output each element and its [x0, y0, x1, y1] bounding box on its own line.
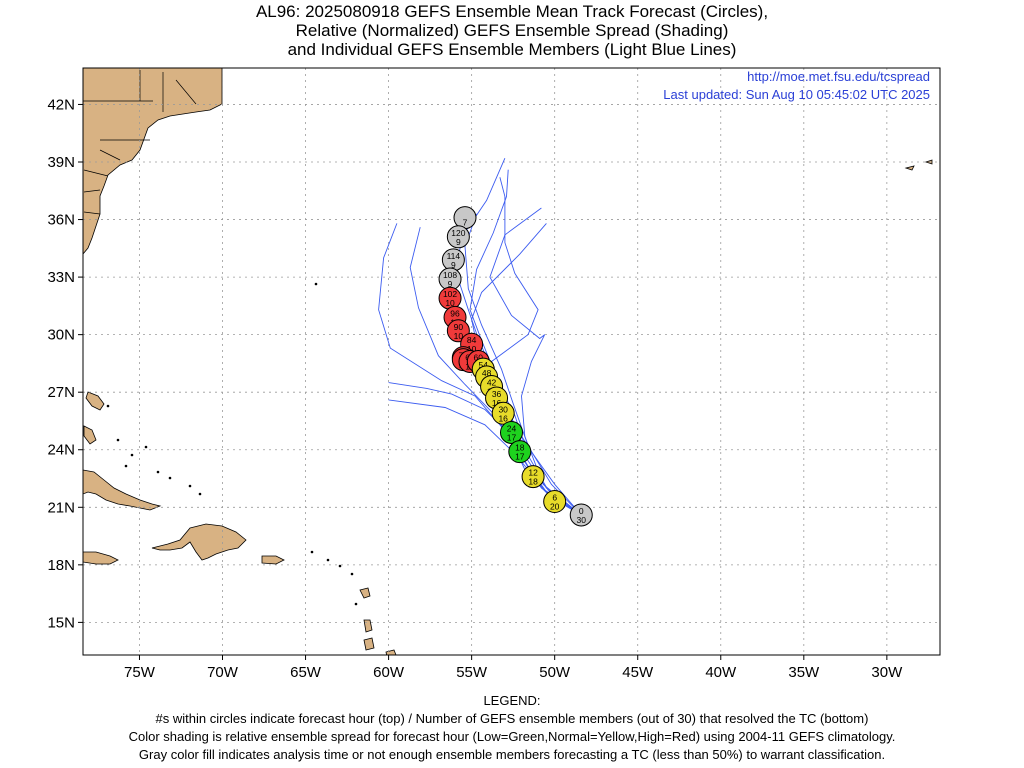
lat-tick-label: 18N [47, 557, 75, 574]
chart-title-line-2: Relative (Normalized) GEFS Ensemble Spre… [295, 21, 729, 40]
lesser-antilles-c [363, 637, 375, 651]
forecast-hour-label: 60 [474, 353, 484, 363]
lat-tick-label: 30N [47, 327, 75, 344]
ensemble-member-line [481, 177, 582, 516]
member-count-label: 9 [448, 279, 453, 289]
track-point: 7 [453, 206, 477, 230]
lat-tick-label: 24N [47, 442, 75, 459]
cuba-land [83, 469, 162, 511]
track-point: 620 [543, 490, 567, 514]
forecast-hour-label: 90 [454, 322, 464, 332]
chart-title-line-3: and Individual GEFS Ensemble Members (Li… [287, 40, 737, 59]
plot-frame [82, 67, 941, 656]
member-count-label: 10 [454, 331, 464, 341]
forecast-hour-label: 114 [447, 251, 461, 261]
hispaniola-land [151, 523, 247, 561]
member-count-label: 30 [577, 515, 587, 525]
lat-tick-label: 27N [47, 384, 75, 401]
track-circle [491, 401, 515, 425]
forecast-hour-label: 48 [482, 368, 492, 378]
lon-tick-label: 60W [373, 664, 405, 681]
forecast-hour-label: 24 [507, 423, 517, 433]
member-count-label: 20 [550, 502, 560, 512]
forecast-hour-label: 96 [450, 308, 460, 318]
lon-tick-label: 35W [788, 664, 820, 681]
forecast-hour-label: 12 [528, 468, 538, 478]
member-count-label: 9 [451, 260, 456, 270]
lon-tick-label: 50W [539, 664, 571, 681]
bahamas-a [85, 391, 105, 411]
forecast-hour-label: 0 [579, 506, 584, 516]
track-circle [543, 490, 567, 514]
member-count-label: 18 [528, 477, 538, 487]
graticule [83, 68, 940, 655]
member-count-label: 9 [456, 237, 461, 247]
forecast-hour-label: 30 [498, 404, 508, 414]
track-point: 030 [569, 503, 593, 527]
member-count-label: 10 [467, 344, 477, 354]
lon-tick-label: 40W [705, 664, 737, 681]
legend-heading: LEGEND: [483, 693, 541, 708]
lon-tick-label: 65W [290, 664, 322, 681]
legend-line-3: Gray color fill indicates analysis time … [138, 747, 886, 762]
forecast-hour-label: 108 [443, 270, 457, 280]
track-circle [446, 225, 470, 249]
track-circle [508, 440, 532, 464]
forecast-hour-label: 84 [467, 335, 477, 345]
legend-line-2: Color shading is relative ensemble sprea… [128, 729, 896, 744]
lat-tick-label: 21N [47, 499, 75, 516]
jamaica-land [83, 551, 119, 565]
lon-tick-label: 55W [456, 664, 488, 681]
track-circle [500, 420, 523, 444]
forecast-hour-label: 6 [552, 493, 557, 503]
forecast-hour-label: 102 [443, 289, 457, 299]
lat-tick-label: 36N [47, 212, 75, 229]
lon-tick-label: 30W [871, 664, 903, 681]
lat-tick-label: 33N [47, 269, 75, 286]
member-count-label: 17 [515, 452, 525, 462]
member-count-label: 7 [463, 218, 468, 228]
member-count-label: 10 [445, 298, 455, 308]
lat-tick-label: 39N [47, 154, 75, 171]
north-america-land [83, 68, 223, 255]
forecast-hour-label: 120 [451, 228, 465, 238]
lon-tick-label: 75W [124, 664, 156, 681]
forecast-hour-label: 18 [515, 443, 525, 453]
track-circle [521, 465, 545, 489]
forecast-hour-label: 42 [487, 377, 497, 387]
landmass-layer [83, 68, 933, 655]
track-circle [569, 503, 593, 527]
forecast-hour-label: 36 [492, 389, 502, 399]
lon-tick-label: 70W [207, 664, 239, 681]
chart-title-line-1: AL96: 2025080918 GEFS Ensemble Mean Trac… [255, 2, 769, 21]
source-url-link[interactable]: http://moe.met.fsu.edu/tcspread [747, 69, 930, 84]
member-count-label: 16 [492, 398, 502, 408]
forecast-hour-label: 54 [479, 360, 489, 370]
last-updated-text: Last updated: Sun Aug 10 05:45:02 UTC 20… [663, 87, 930, 102]
lesser-antilles-b [363, 619, 373, 633]
lesser-antilles-d [385, 649, 397, 655]
azores-a [904, 165, 915, 171]
lat-tick-label: 15N [47, 614, 75, 631]
bahamas-b [83, 425, 97, 445]
legend-line-1: #s within circles indicate forecast hour… [155, 711, 869, 726]
lat-tick-label: 42N [47, 96, 75, 113]
puerto-rico-land [261, 555, 285, 565]
member-count-label: 16 [498, 413, 508, 423]
member-count-label: 17 [507, 432, 517, 442]
ensemble-member-line [464, 213, 582, 516]
lon-tick-label: 45W [622, 664, 654, 681]
mean-track: 7120911491089102109610901084107814721466… [438, 206, 593, 527]
lesser-antilles-a [359, 587, 371, 599]
